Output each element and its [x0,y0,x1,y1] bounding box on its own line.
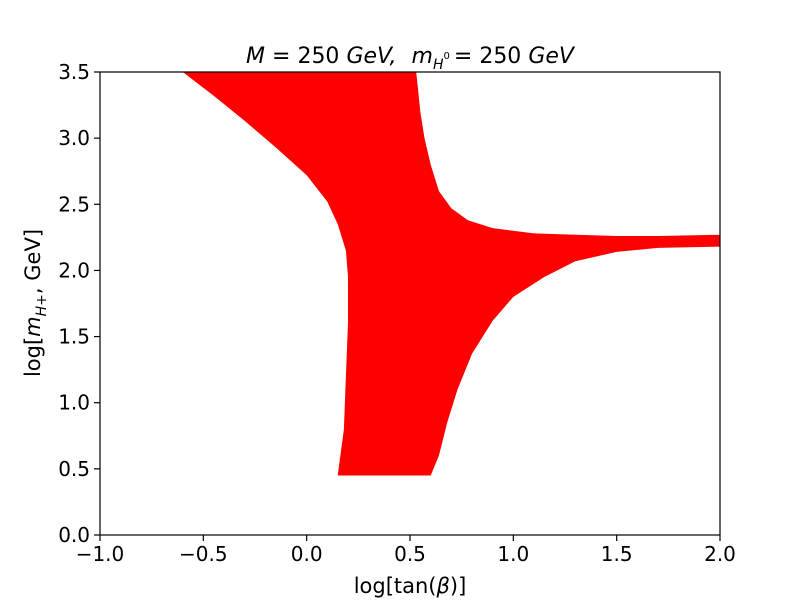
x-tick-label: 1.5 [601,542,633,566]
y-tick-label: 0.0 [58,523,90,547]
axis-ticks: −1.0 −0.5 0.0 0.5 1.0 1.5 2.0 0.0 0.5 1.0 1.5 2.0 2.… [58,60,736,566]
x-tick-label: 2.0 [704,542,736,566]
allowed-region-0 [182,72,720,476]
chart-title: M = 250 GeV, mH0 = 250 GeV [246,44,576,73]
y-tick-label: 0.5 [58,457,90,481]
plot-area [182,72,720,476]
x-tick-label: 0.0 [291,542,323,566]
y-tick-label: 2.5 [58,192,90,216]
x-tick-label: 0.5 [394,542,426,566]
y-tick-label: 3.0 [58,126,90,150]
y-tick-label: 3.5 [58,60,90,84]
x-tick-label: 1.0 [497,542,529,566]
y-tick-label: 1.0 [58,391,90,415]
x-axis-label: log[tan(β)] [354,574,467,598]
x-tick-label: −1.0 [76,542,125,566]
y-tick-label: 1.5 [58,325,90,349]
y-axis-label: log[mH+, GeV] [21,229,50,377]
x-tick-label: −0.5 [179,542,228,566]
y-tick-label: 2.0 [58,258,90,282]
